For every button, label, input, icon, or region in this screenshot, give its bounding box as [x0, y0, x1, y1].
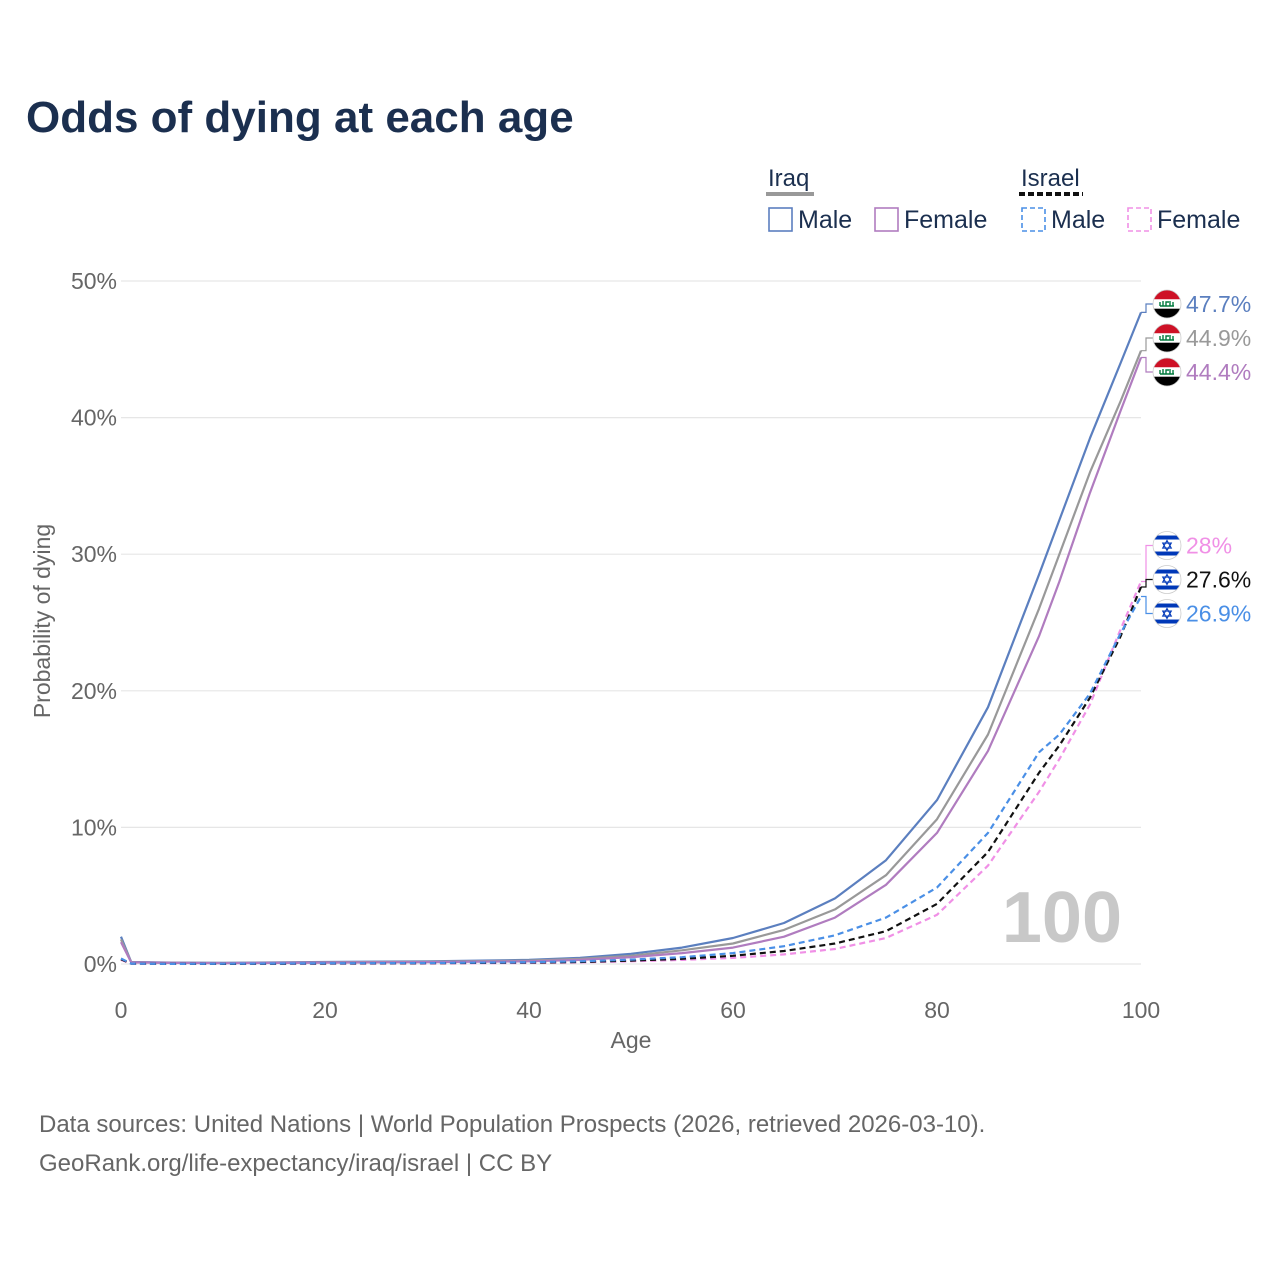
end-label-leader [1141, 303, 1153, 313]
x-tick-label: 0 [115, 997, 128, 1023]
series-line-iraq-total [119, 350, 1143, 965]
end-label-leader [1141, 544, 1153, 583]
legend-swatch[interactable] [874, 207, 899, 232]
y-tick-label: 20% [71, 678, 117, 704]
x-tick-label: 60 [720, 997, 746, 1023]
y-axis-title: Probability of dying [29, 524, 55, 718]
legend-swatch[interactable] [768, 207, 793, 232]
series-line-israel-female [120, 581, 1143, 966]
end-label-leader [1141, 578, 1153, 588]
x-tick-label: 20 [312, 997, 338, 1023]
legend-item-label[interactable]: Female [1157, 206, 1240, 234]
series-line-iraq-female [120, 357, 1143, 965]
legend: Iraq Male Female Israel Male Female [766, 165, 1240, 234]
chart-title: Odds of dying at each age [26, 93, 574, 142]
legend-item-label[interactable]: Male [1051, 206, 1105, 234]
israel-flag-icon [1152, 531, 1182, 560]
legend-group-israel: Israel [1021, 165, 1080, 192]
end-label-value: 44.4% [1186, 359, 1251, 385]
x-tick-label: 80 [924, 997, 950, 1023]
end-labels: 47.7% 44.9% 44.4% 28% 27.6% 26.9% [1141, 289, 1251, 628]
israel-flag-icon [1152, 565, 1182, 594]
end-label-value: 28% [1186, 533, 1232, 559]
end-label-leader [1141, 595, 1153, 615]
end-label-value: 27.6% [1186, 567, 1251, 593]
end-label-leader [1141, 337, 1153, 352]
series-line-israel-male [120, 595, 1142, 966]
end-label-value: 44.9% [1186, 325, 1251, 351]
legend-group-iraq: Iraq [768, 165, 809, 192]
end-label-value: 26.9% [1186, 601, 1251, 627]
y-tick-label: 40% [71, 405, 117, 431]
iraq-flag-icon [1152, 289, 1182, 319]
y-tick-label: 0% [84, 951, 117, 977]
y-tick-label: 30% [71, 541, 117, 567]
legend-item-label[interactable]: Male [798, 206, 852, 234]
iraq-flag-icon [1152, 323, 1182, 353]
x-axis-title: Age [611, 1027, 652, 1053]
series-line-israel-total [120, 586, 1143, 966]
iraq-flag-icon [1152, 357, 1182, 387]
y-tick-label: 10% [71, 814, 117, 840]
end-label-leader [1141, 356, 1153, 373]
source-line-1: Data sources: United Nations | World Pop… [39, 1111, 985, 1138]
end-label-value: 47.7% [1186, 291, 1251, 317]
x-tick-label: 40 [516, 997, 542, 1023]
gridlines [121, 280, 1141, 965]
series-lines [119, 311, 1143, 966]
legend-swatch[interactable] [1021, 207, 1046, 232]
source-line-2[interactable]: GeoRank.org/life-expectancy/iraq/israel … [39, 1150, 552, 1177]
israel-flag-icon [1152, 599, 1182, 628]
x-axis-ticks: 0 20 40 60 80 100 [115, 997, 1161, 1023]
legend-item-label[interactable]: Female [904, 206, 987, 234]
age-watermark: 100 [1002, 878, 1122, 958]
y-axis-ticks: 0% 10% 20% 30% 40% 50% [71, 268, 117, 977]
legend-swatch[interactable] [1127, 207, 1152, 232]
x-tick-label: 100 [1122, 997, 1160, 1023]
y-tick-label: 50% [71, 268, 117, 294]
